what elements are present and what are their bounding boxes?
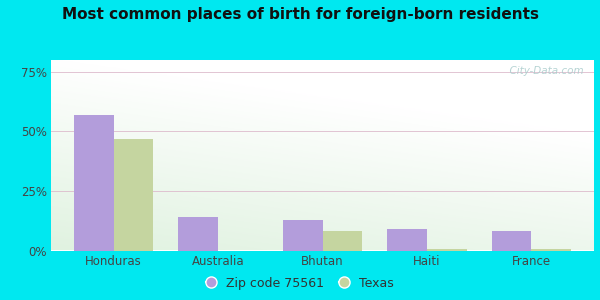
Bar <box>491 232 532 250</box>
Bar <box>74 115 113 250</box>
Bar <box>532 249 571 250</box>
Legend: Zip code 75561, Texas: Zip code 75561, Texas <box>203 274 397 292</box>
Bar <box>283 220 323 250</box>
Bar <box>178 217 218 250</box>
Bar <box>427 249 467 250</box>
Bar <box>323 232 362 250</box>
Text: Most common places of birth for foreign-born residents: Most common places of birth for foreign-… <box>62 8 539 22</box>
Bar <box>387 229 427 250</box>
Text: City-Data.com: City-Data.com <box>503 66 583 76</box>
Bar <box>113 139 154 250</box>
